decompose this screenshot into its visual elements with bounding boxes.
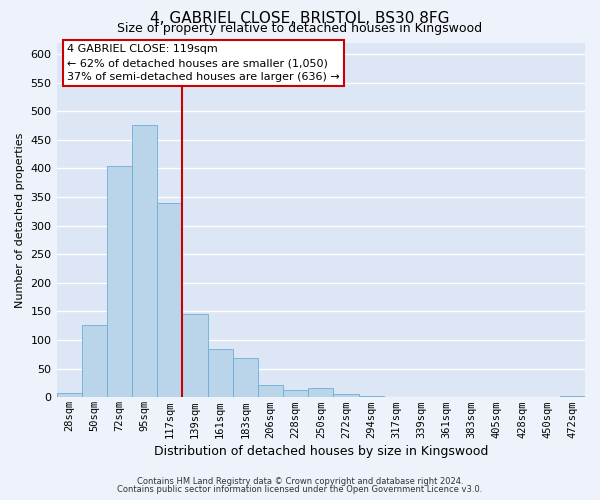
Bar	[334, 394, 359, 398]
Bar	[208, 348, 233, 398]
Bar	[308, 388, 334, 398]
Bar	[132, 126, 157, 398]
Bar	[383, 396, 409, 398]
X-axis label: Distribution of detached houses by size in Kingswood: Distribution of detached houses by size …	[154, 444, 488, 458]
Text: Size of property relative to detached houses in Kingswood: Size of property relative to detached ho…	[118, 22, 482, 35]
Text: Contains public sector information licensed under the Open Government Licence v3: Contains public sector information licen…	[118, 485, 482, 494]
Bar	[283, 390, 308, 398]
Bar	[157, 202, 182, 398]
Bar	[107, 166, 132, 398]
Bar	[233, 358, 258, 398]
Text: 4 GABRIEL CLOSE: 119sqm
← 62% of detached houses are smaller (1,050)
37% of semi: 4 GABRIEL CLOSE: 119sqm ← 62% of detache…	[67, 44, 340, 82]
Bar	[56, 392, 82, 398]
Bar	[560, 396, 585, 398]
Bar	[359, 396, 383, 398]
Bar	[409, 396, 434, 398]
Bar	[82, 324, 107, 398]
Text: Contains HM Land Registry data © Crown copyright and database right 2024.: Contains HM Land Registry data © Crown c…	[137, 477, 463, 486]
Bar	[182, 314, 208, 398]
Text: 4, GABRIEL CLOSE, BRISTOL, BS30 8FG: 4, GABRIEL CLOSE, BRISTOL, BS30 8FG	[150, 11, 450, 26]
Bar	[434, 396, 459, 398]
Bar	[258, 384, 283, 398]
Bar	[509, 396, 535, 398]
Y-axis label: Number of detached properties: Number of detached properties	[15, 132, 25, 308]
